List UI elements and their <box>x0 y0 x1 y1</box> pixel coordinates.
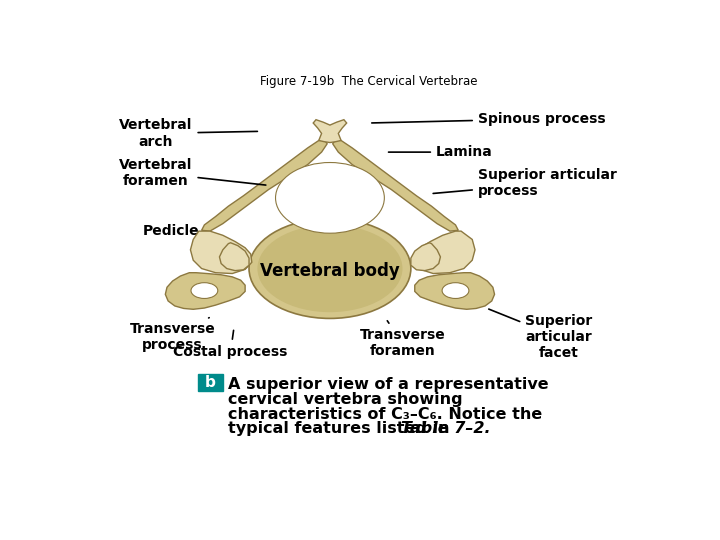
Text: typical features listed in: typical features listed in <box>228 421 459 436</box>
Polygon shape <box>333 140 459 231</box>
Text: characteristics of C₃–C₆. Notice the: characteristics of C₃–C₆. Notice the <box>228 407 543 422</box>
Polygon shape <box>166 273 245 309</box>
Text: Table 7–2.: Table 7–2. <box>401 421 491 436</box>
Text: Lamina: Lamina <box>389 145 492 159</box>
Polygon shape <box>411 243 441 271</box>
Text: Transverse
foramen: Transverse foramen <box>359 321 446 359</box>
Text: A superior view of a representative: A superior view of a representative <box>228 377 549 393</box>
Text: Superior
articular
facet: Superior articular facet <box>489 309 593 360</box>
Polygon shape <box>415 273 495 309</box>
Text: Vertebral
arch: Vertebral arch <box>119 118 258 149</box>
Text: Figure 7-19b  The Cervical Vertebrae: Figure 7-19b The Cervical Vertebrae <box>260 75 478 88</box>
Text: Pedicle: Pedicle <box>143 224 221 238</box>
Ellipse shape <box>191 282 217 299</box>
Text: Vertebral body: Vertebral body <box>260 261 400 280</box>
Ellipse shape <box>249 219 411 319</box>
FancyBboxPatch shape <box>198 374 223 391</box>
Ellipse shape <box>258 225 402 312</box>
Text: Spinous process: Spinous process <box>372 112 606 126</box>
Text: b: b <box>205 375 216 390</box>
Text: Superior articular
process: Superior articular process <box>433 168 617 198</box>
Text: Transverse
process: Transverse process <box>130 318 215 352</box>
Text: Vertebral
foramen: Vertebral foramen <box>119 158 266 188</box>
Polygon shape <box>220 243 249 271</box>
Polygon shape <box>190 231 252 274</box>
Text: cervical vertebra showing: cervical vertebra showing <box>228 392 463 407</box>
Polygon shape <box>413 231 475 274</box>
Ellipse shape <box>276 163 384 233</box>
Polygon shape <box>313 120 347 143</box>
Text: Costal process: Costal process <box>174 330 288 359</box>
Polygon shape <box>202 140 327 231</box>
Ellipse shape <box>442 282 469 299</box>
